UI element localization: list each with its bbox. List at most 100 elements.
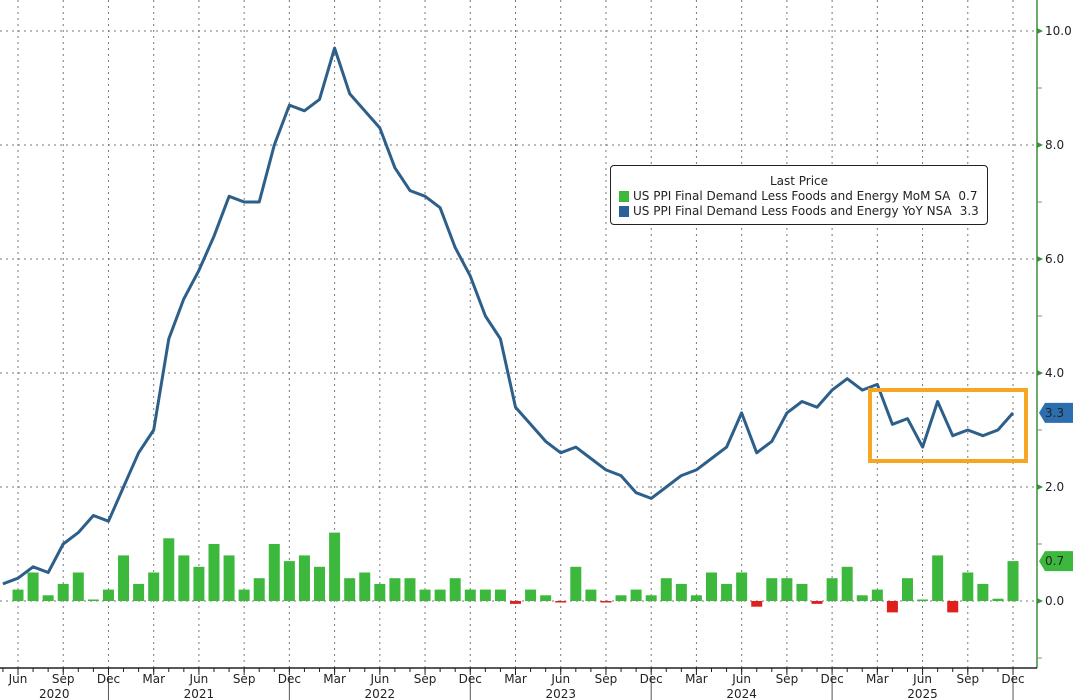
bar-sep-2025 — [962, 572, 974, 601]
yoy-line — [2, 46, 1015, 586]
x-tick-label: Mar — [866, 672, 889, 686]
x-tick-label: Sep — [595, 672, 618, 686]
last-value-tag-yoy-bg — [1039, 402, 1073, 423]
legend-value-yoy: 3.3 — [959, 204, 979, 218]
y-tick-label: 0.0 — [1045, 594, 1064, 608]
bar-apr-2025 — [886, 601, 898, 613]
bar-mar-2023 — [510, 601, 522, 604]
bar-jul-2021 — [208, 544, 220, 601]
bar-aug-2023 — [585, 589, 597, 601]
y-tick-arrow — [1037, 370, 1043, 376]
bar-aug-2022 — [404, 578, 416, 601]
bar-dec-2021 — [283, 561, 295, 601]
legend-swatch-green — [619, 191, 629, 202]
bar-jul-2025 — [932, 555, 944, 601]
tick-labels: 10.0 8.0 6.0 4.0 2.0 0.0 Jun Sep Dec Mar Jun Sep Dec… — [8, 24, 1072, 700]
legend-title: Last Price — [769, 174, 829, 188]
bar-may-2023 — [540, 595, 552, 601]
bar-apr-2021 — [163, 538, 175, 601]
bar-apr-2022 — [344, 578, 356, 601]
x-tick-label: Jun — [731, 672, 751, 686]
bar-aug-2021 — [223, 555, 235, 601]
bar-apr-2024 — [705, 572, 717, 601]
bar-oct-2023 — [615, 595, 627, 601]
y-tick-label: 4.0 — [1045, 366, 1064, 380]
x-tick-label: Dec — [1001, 672, 1024, 686]
bar-jan-2024 — [660, 578, 672, 601]
bar-jun-2020 — [12, 589, 24, 601]
bar-may-2025 — [901, 578, 913, 601]
x-tick-label: Sep — [414, 672, 437, 686]
bar-oct-2025 — [977, 583, 989, 601]
mom-bars — [12, 532, 1019, 613]
bar-sep-2022 — [419, 589, 431, 601]
year-label: 2020 — [39, 687, 70, 700]
x-tick-label: Dec — [97, 672, 120, 686]
bar-aug-2020 — [42, 595, 54, 601]
bar-feb-2025 — [856, 595, 868, 601]
year-label: 2024 — [726, 687, 757, 700]
x-tick-label: Mar — [142, 672, 165, 686]
y-tick-label: 6.0 — [1045, 252, 1064, 266]
y-tick-arrow — [1037, 256, 1043, 262]
year-label: 2021 — [184, 687, 215, 700]
legend-label-yoy: US PPI Final Demand Less Foods and Energ… — [633, 204, 952, 218]
bar-sep-2024 — [781, 578, 793, 601]
bar-jan-2021 — [118, 555, 130, 601]
x-tick-label: Mar — [323, 672, 346, 686]
bar-may-2022 — [359, 572, 371, 601]
x-tick-label: Sep — [776, 672, 799, 686]
last-value-tag-mom: 0.7 — [1045, 554, 1064, 568]
bar-oct-2024 — [796, 583, 808, 601]
x-tick-label: Dec — [459, 672, 482, 686]
bar-sep-2023 — [600, 601, 612, 603]
bar-aug-2025 — [947, 601, 959, 613]
legend-item-yoy: US PPI Final Demand Less Foods and Energ… — [611, 204, 987, 219]
x-tick-label: Dec — [278, 672, 301, 686]
bar-jun-2023 — [555, 601, 567, 603]
bar-apr-2023 — [525, 589, 537, 601]
bar-mar-2021 — [148, 572, 160, 601]
x-tick-label: Jun — [189, 672, 209, 686]
bar-mar-2025 — [871, 589, 883, 601]
legend-label-mom: US PPI Final Demand Less Foods and Energ… — [633, 189, 951, 203]
bar-jun-2022 — [374, 583, 386, 601]
bar-jun-2021 — [193, 566, 205, 601]
x-tick-label: Jun — [369, 672, 389, 686]
bar-dec-2025 — [1007, 561, 1019, 601]
year-label: 2025 — [907, 687, 938, 700]
x-tick-label: Mar — [685, 672, 708, 686]
legend: Last Price US PPI Final Demand Less Food… — [610, 165, 988, 225]
bar-feb-2021 — [133, 583, 145, 601]
bar-oct-2021 — [253, 578, 265, 601]
bar-feb-2023 — [494, 589, 506, 601]
x-tick-label: Jun — [8, 672, 28, 686]
y-tick-arrow — [1037, 142, 1043, 148]
y-tick-arrow — [1037, 484, 1043, 490]
bar-may-2021 — [178, 555, 190, 601]
last-value-tag-mom-bg — [1039, 551, 1073, 572]
bar-mar-2024 — [690, 595, 702, 601]
bar-oct-2022 — [434, 589, 446, 601]
bar-nov-2025 — [992, 598, 1004, 601]
bar-nov-2023 — [630, 589, 642, 601]
bar-nov-2024 — [811, 601, 823, 604]
bar-nov-2021 — [268, 544, 280, 601]
bar-nov-2022 — [449, 578, 461, 601]
yoy-line-path — [2, 46, 1015, 586]
bar-jun-2025 — [917, 599, 929, 601]
x-tick-label: Mar — [504, 672, 527, 686]
highlight-box — [868, 388, 1028, 463]
bar-nov-2020 — [87, 599, 99, 601]
x-tick-label: Jun — [550, 672, 570, 686]
bar-jul-2022 — [389, 578, 401, 601]
bar-jan-2025 — [841, 566, 853, 601]
y-tick-arrow — [1037, 598, 1043, 604]
bar-feb-2024 — [675, 583, 687, 601]
year-label: 2022 — [365, 687, 396, 700]
legend-item-mom: US PPI Final Demand Less Foods and Energ… — [611, 189, 987, 204]
bar-may-2024 — [721, 583, 733, 601]
bar-dec-2020 — [102, 589, 114, 601]
